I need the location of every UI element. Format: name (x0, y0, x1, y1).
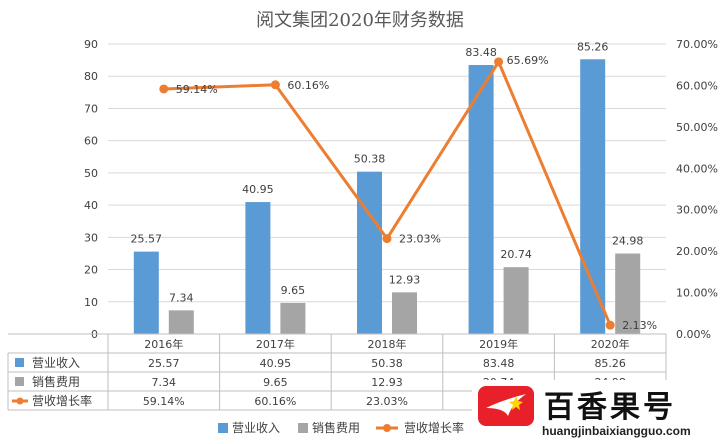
table-cell: 83.48 (483, 357, 515, 370)
y-left-tick-label: 60 (84, 135, 98, 148)
table-series-name: 营收增长率 (32, 393, 92, 408)
table-cell: 50.38 (371, 357, 403, 370)
bar-value-label: 7.34 (169, 291, 194, 304)
line-value-label: 65.69% (507, 54, 549, 67)
table-cell: 23.03% (366, 395, 408, 408)
y-right-tick-label: 20.00% (676, 245, 718, 258)
chart-title: 阅文集团2020年财务数据 (256, 10, 464, 31)
bar (133, 251, 159, 334)
bars (133, 59, 641, 335)
bar (468, 65, 494, 335)
y-left-tick-label: 40 (84, 199, 98, 212)
table-cell: 59.14% (143, 395, 185, 408)
y-left-tick-label: 30 (84, 231, 98, 244)
legend-label: 销售费用 (312, 420, 360, 435)
table-cell: 9.65 (263, 376, 288, 389)
bar (392, 292, 417, 334)
line-point (605, 320, 615, 330)
legend-label: 营业收入 (232, 421, 280, 435)
bar-value-label: 9.65 (281, 284, 306, 297)
legend-label: 营收增长率 (404, 420, 464, 435)
star-logo-icon (478, 386, 534, 426)
line-value-label: 23.03% (399, 233, 441, 246)
bar (580, 59, 606, 334)
bar-value-label: 40.95 (242, 183, 274, 196)
bar (168, 310, 194, 334)
y-right-tick-label: 60.00% (676, 79, 718, 92)
y-right-tick-label: 30.00% (676, 204, 718, 217)
table-series-name: 营业收入 (32, 356, 80, 370)
legend-swatch (218, 423, 228, 433)
y-left-tick-label: 20 (84, 264, 98, 277)
table-cell: 60.16% (254, 395, 296, 408)
bar (280, 302, 306, 334)
y-left-tick-label: 90 (84, 38, 98, 51)
y-left-tick-label: 50 (84, 167, 98, 180)
bar (357, 171, 382, 334)
gridlines (108, 43, 666, 303)
y-right-tick-label: 0.00% (676, 328, 711, 341)
table-cell: 85.26 (594, 357, 626, 370)
x-tick-label: 2019年 (479, 337, 518, 351)
axes: 01020304050607080900.00%10.00%20.00%30.0… (84, 38, 718, 341)
line-point (270, 80, 280, 90)
y-left-tick-label: 80 (84, 70, 98, 83)
bar (245, 202, 271, 334)
watermark-url: huangjinbaixiangguo.com (542, 424, 691, 438)
bar-value-label: 83.48 (465, 46, 497, 59)
line-value-label: 2.13% (622, 319, 657, 332)
table-series-name: 销售费用 (32, 374, 80, 389)
x-tick-label: 2017年 (256, 337, 295, 351)
line-value-label: 60.16% (287, 79, 329, 92)
table-legend-swatch (15, 358, 24, 367)
watermark: 百香果号 huangjinbaixiangguo.com (472, 380, 720, 444)
table-legend-swatch (15, 377, 24, 386)
growth-line (159, 57, 615, 330)
y-left-tick-label: 70 (84, 102, 98, 115)
y-right-tick-label: 70.00% (676, 38, 718, 51)
bar (503, 267, 529, 334)
line-point (159, 84, 169, 94)
bar (615, 253, 641, 334)
y-right-tick-label: 50.00% (676, 121, 718, 134)
x-tick-label: 2016年 (144, 337, 183, 351)
legend-swatch (383, 424, 391, 432)
watermark-title: 百香果号 (544, 390, 676, 425)
line-value-label: 59.14% (176, 83, 218, 96)
x-tick-label: 2018年 (368, 337, 407, 351)
x-tick-label: 2020年 (591, 337, 630, 351)
line-point (382, 234, 392, 244)
y-right-tick-label: 40.00% (676, 162, 718, 175)
bar-value-label: 25.57 (131, 233, 163, 246)
y-right-tick-label: 10.00% (676, 287, 718, 300)
growth-line-path (163, 60, 612, 326)
table-cell: 7.34 (152, 376, 177, 389)
table-cell: 25.57 (148, 357, 180, 370)
table-cell: 12.93 (371, 376, 403, 389)
bar-value-label: 24.98 (612, 235, 644, 248)
bar-value-label: 85.26 (577, 40, 609, 53)
bar-value-label: 20.74 (500, 248, 532, 261)
bar-value-label: 50.38 (354, 153, 386, 166)
table-legend-swatch (16, 397, 24, 405)
table-cell: 40.95 (260, 357, 292, 370)
legend-swatch (298, 423, 308, 433)
y-left-tick-label: 10 (84, 296, 98, 309)
bar-value-label: 12.93 (389, 273, 421, 286)
legend: 营业收入 销售费用 营收增长率 (218, 420, 464, 435)
data-labels: 25.57 40.95 50.38 83.48 85.26 7.34 9.65 12.93 20… (131, 40, 658, 332)
line-point (494, 57, 504, 67)
